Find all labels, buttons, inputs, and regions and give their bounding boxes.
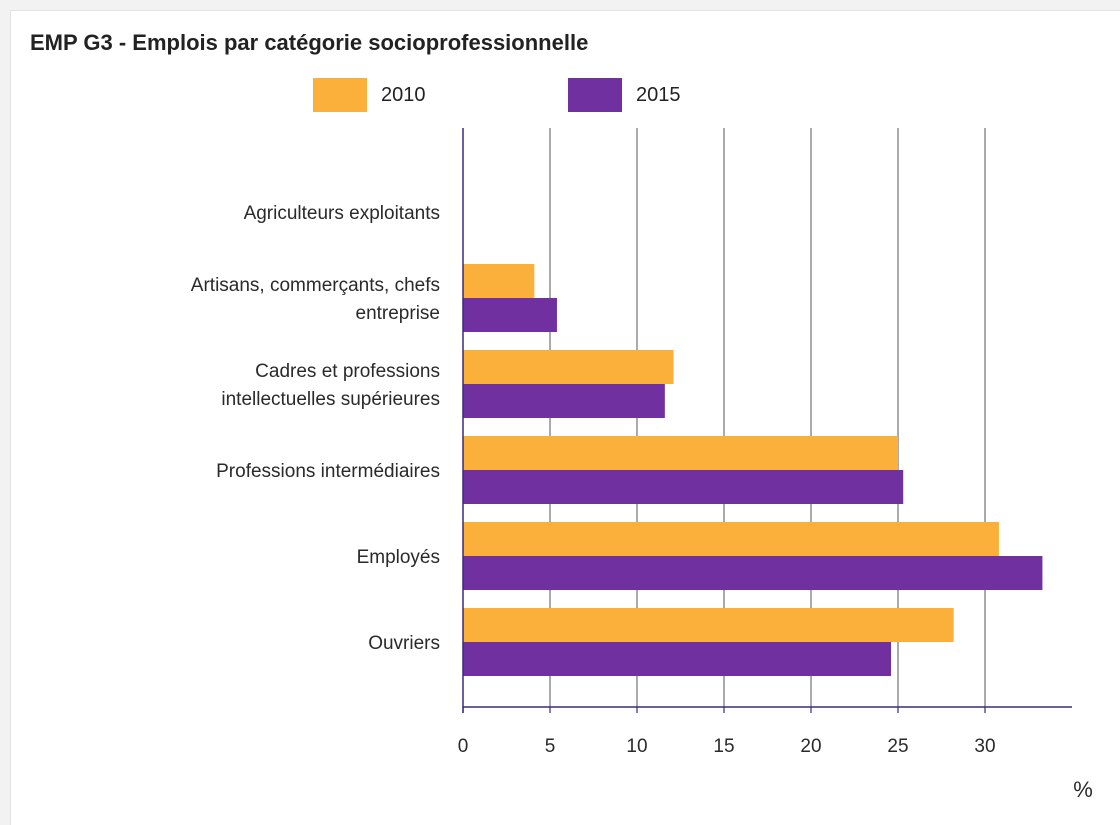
category-label-2-1: intellectuelles supérieures	[221, 389, 440, 410]
x-tick-label-15: 15	[713, 736, 734, 757]
category-label-0-0: Agriculteurs exploitants	[244, 203, 440, 224]
category-label-5-0: Ouvriers	[368, 633, 440, 654]
bar-2010-5	[463, 608, 954, 642]
category-label-4-0: Employés	[357, 547, 440, 568]
category-label-1-1: entreprise	[356, 303, 441, 324]
x-tick-label-20: 20	[800, 736, 821, 757]
category-label-3-0: Professions intermédiaires	[216, 461, 440, 482]
bar-2010-1	[463, 264, 535, 298]
legend-item-2010: 2010	[313, 78, 426, 112]
chart-title: EMP G3 - Emplois par catégorie socioprof…	[30, 30, 589, 55]
bar-2015-5	[463, 642, 892, 676]
bar-2015-3	[463, 470, 904, 504]
x-tick-label-25: 25	[887, 736, 908, 757]
bar-2010-2	[463, 350, 674, 384]
x-tick-label-10: 10	[626, 736, 647, 757]
category-label-1-0: Artisans, commerçants, chefs	[191, 275, 440, 296]
legend-swatch-2015	[568, 78, 622, 112]
x-tick-label-5: 5	[545, 736, 556, 757]
bar-2015-4	[463, 556, 1043, 590]
legend-label-2010: 2010	[381, 83, 426, 106]
legend-label-2015: 2015	[636, 83, 681, 106]
x-tick-label-30: 30	[974, 736, 995, 757]
legend-item-2015: 2015	[568, 78, 681, 112]
bar-2010-3	[463, 436, 898, 470]
x-tick-label-0: 0	[458, 736, 469, 757]
bar-2010-4	[463, 522, 999, 556]
x-axis-unit-label: %	[1073, 777, 1093, 802]
bar-2015-1	[463, 298, 557, 332]
category-label-2-0: Cadres et professions	[255, 361, 440, 382]
bar-2015-2	[463, 384, 665, 418]
legend-swatch-2010	[313, 78, 367, 112]
